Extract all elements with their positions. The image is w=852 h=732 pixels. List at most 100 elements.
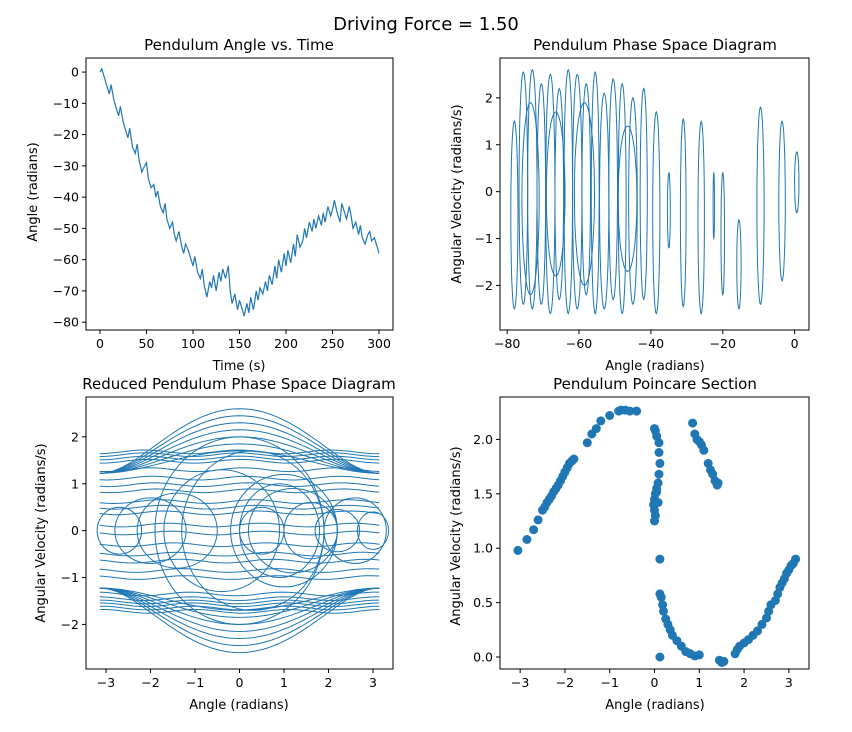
x-tick-label: 1: [280, 675, 288, 690]
x-tick-label: 150: [228, 336, 252, 351]
orbit-curve: [99, 587, 380, 647]
y-tick-label: −10: [53, 96, 79, 111]
rotation-trace: [99, 488, 380, 494]
rotation-trace: [99, 475, 380, 481]
x-tick-label: 0: [791, 336, 799, 351]
rotation-trace: [99, 596, 380, 602]
scatter-point: [632, 406, 642, 416]
scatter-point: [655, 554, 665, 564]
orbit-curve: [99, 408, 380, 474]
phase-loop: [736, 218, 742, 310]
y-tick-label: 2: [71, 429, 79, 444]
x-tick-label: −2: [556, 675, 574, 690]
y-tick-label: 1: [485, 137, 493, 152]
y-axis-label: Angular Velocity (radians/s): [450, 104, 465, 283]
phase-loop: [679, 117, 687, 308]
y-tick-label: −50: [53, 221, 79, 236]
panel-poincare: Pendulum Poincare Section −3 −2 −1 0 1 2 3 0.0 0…: [449, 375, 810, 713]
phase-loop: [518, 71, 529, 306]
phase-loop: [590, 70, 600, 315]
y-tick-label: 1: [71, 476, 79, 491]
x-tick-label: 3: [369, 675, 377, 690]
series-group: [513, 405, 801, 667]
rotation-trace: [99, 482, 380, 488]
libration-loop: [114, 497, 187, 564]
phase-loop: [617, 125, 638, 272]
scatter-point: [688, 418, 698, 428]
x-tick-label: −40: [638, 336, 664, 351]
y-tick-label: 0: [71, 523, 79, 538]
x-tick-label: 200: [274, 336, 298, 351]
libration-loop: [314, 509, 361, 553]
y-tick-label: 2.0: [473, 432, 493, 447]
phase-loop: [778, 120, 786, 282]
rotation-trace: [99, 608, 380, 614]
rotation-trace: [99, 575, 380, 580]
rotation-trace: [99, 499, 380, 505]
plot-area: 0 50 100 150 200 250 300 0 −10 −20 −30 −40 −50 −60 −70…: [53, 57, 394, 351]
scatter-point: [757, 619, 767, 629]
scatter-point: [694, 650, 704, 660]
y-tick-label: −20: [53, 127, 79, 142]
scatter-point: [791, 554, 801, 564]
x-tick-label: −2: [141, 675, 159, 690]
orbit-curve: [99, 587, 380, 640]
x-tick-label: 0: [651, 675, 659, 690]
x-tick-label: 3: [785, 675, 793, 690]
scatter-point: [650, 516, 659, 526]
scatter-point: [655, 458, 665, 468]
orbit-curve: [99, 443, 380, 474]
panel-title: Pendulum Angle vs. Time: [144, 36, 334, 54]
plot-area: −3 −2 −1 0 1 2 3 2 1 0 −1 −2: [61, 396, 394, 690]
series-group: [96, 408, 390, 654]
scatter-point: [513, 545, 523, 555]
rotation-trace: [99, 591, 380, 597]
y-tick-label: 0: [485, 184, 493, 199]
scatter-point: [582, 438, 592, 448]
panel-title: Reduced Pendulum Phase Space Diagram: [82, 375, 396, 393]
scatter-point: [653, 498, 663, 507]
orbit-curve: [99, 587, 380, 618]
libration-loop: [136, 492, 218, 569]
scatter-point: [719, 656, 729, 666]
y-axis-label: Angle (radians): [26, 142, 41, 241]
scatter-point: [625, 406, 635, 416]
x-tick-label: 1: [695, 675, 703, 690]
scatter-point: [533, 515, 543, 525]
x-tick-label: −1: [600, 675, 618, 690]
orbit-curve: [99, 587, 380, 633]
scatter-point: [596, 416, 606, 426]
scatter-point: [655, 652, 665, 662]
x-tick-label: −3: [97, 675, 115, 690]
plot-area: −3 −2 −1 0 1 2 3 0.0 0.5 1.0 1.5 2.0: [473, 396, 810, 690]
panel-title: Pendulum Phase Space Diagram: [533, 36, 777, 54]
x-axis-label: Angle (radians): [605, 359, 704, 374]
phase-loop: [628, 97, 638, 306]
orbit-curve: [99, 587, 380, 611]
y-tick-label: 0: [71, 65, 79, 80]
scatter-point: [605, 411, 615, 420]
x-axis-label: Angle (radians): [189, 698, 288, 713]
libration-loop: [323, 497, 387, 564]
series-group: [99, 67, 380, 317]
scatter-point: [656, 592, 666, 602]
phase-loop: [794, 151, 800, 214]
y-tick-label: −40: [53, 190, 79, 205]
scatter-point: [522, 535, 532, 544]
phase-loop: [573, 102, 595, 286]
scatter-point: [591, 424, 601, 434]
x-tick-label: −20: [710, 336, 736, 351]
phase-loop: [697, 120, 705, 315]
scatter-point: [654, 438, 664, 448]
scatter-point: [659, 606, 668, 616]
y-tick-label: −1: [61, 570, 79, 585]
x-tick-label: −3: [511, 675, 529, 690]
y-tick-label: −70: [53, 283, 79, 298]
libration-loop: [283, 502, 338, 560]
x-tick-label: 0: [236, 675, 244, 690]
y-tick-label: 1.5: [473, 486, 493, 501]
phase-loop: [666, 171, 671, 249]
panel-phase-space: Pendulum Phase Space Diagram −80 −60 −40 −2…: [450, 36, 810, 374]
x-tick-label: −80: [494, 336, 520, 351]
